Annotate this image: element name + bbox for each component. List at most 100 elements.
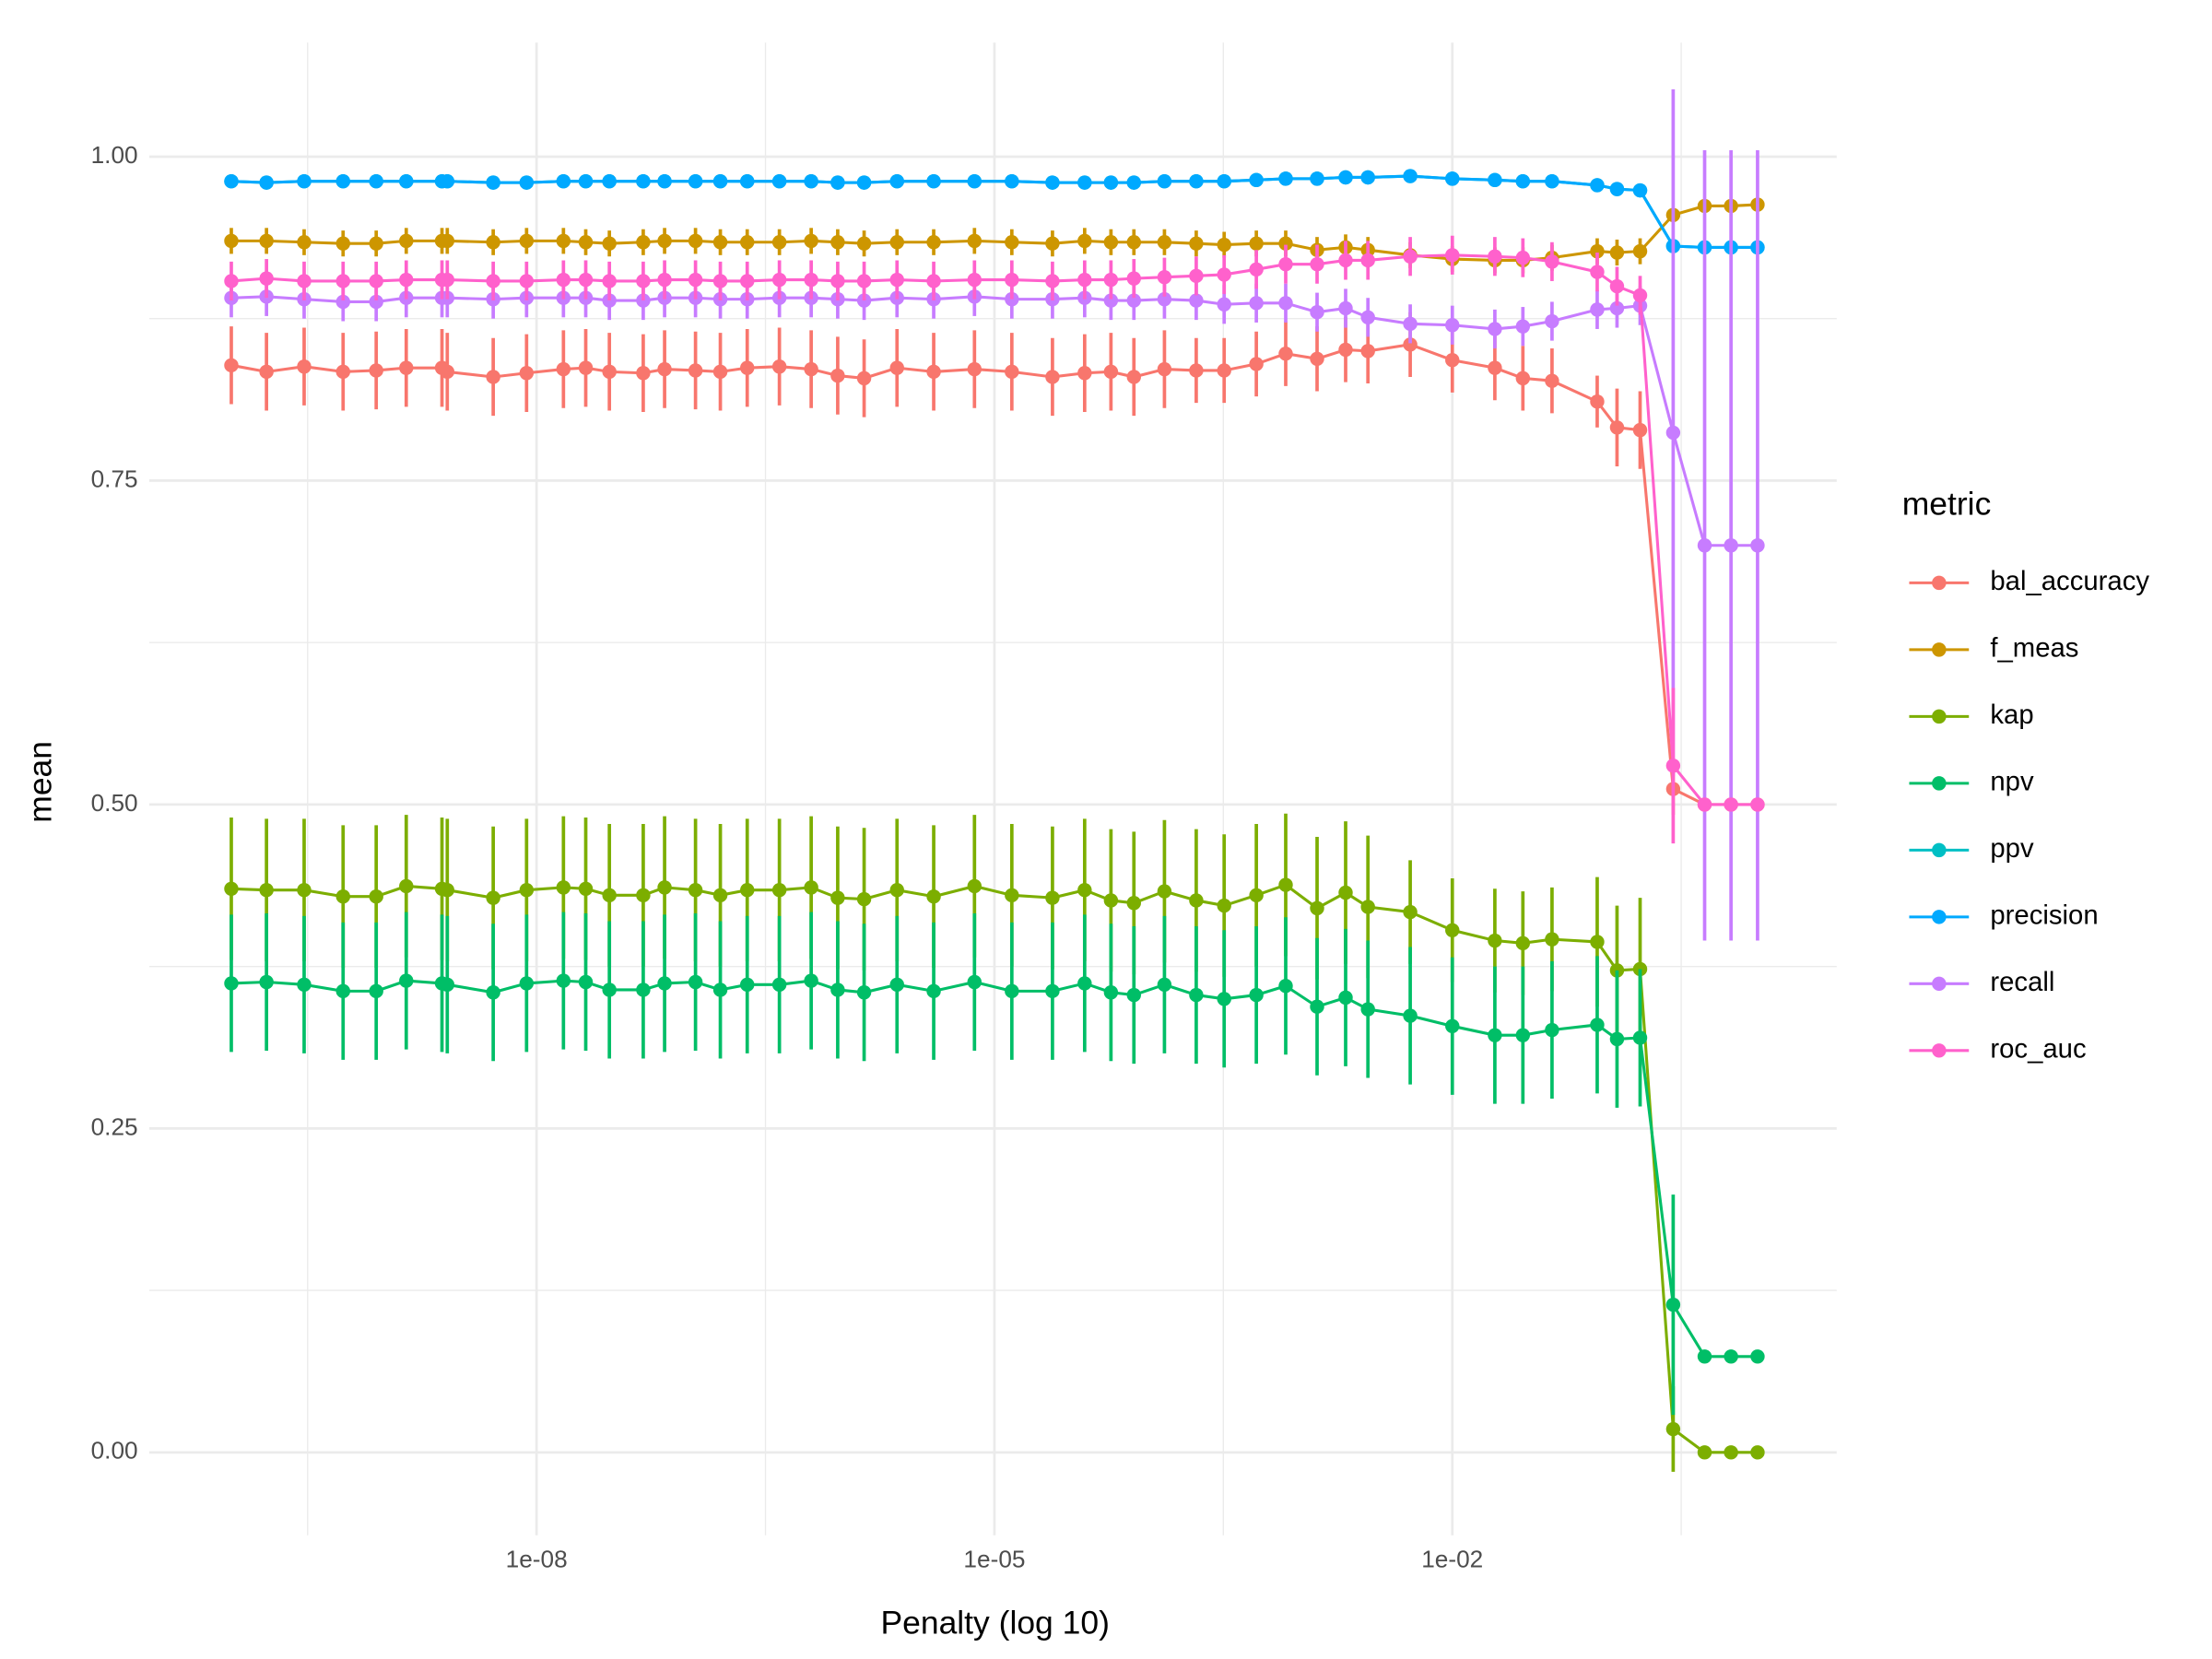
data-point xyxy=(1609,278,1625,294)
data-point xyxy=(771,235,787,250)
data-point xyxy=(1488,933,1502,948)
data-point xyxy=(712,173,728,189)
data-point xyxy=(335,173,350,189)
x-tick-label: 1e-08 xyxy=(506,1545,568,1572)
data-point xyxy=(1338,885,1353,900)
data-point xyxy=(1665,1421,1681,1437)
data-point xyxy=(335,889,350,904)
data-point xyxy=(1545,932,1559,947)
data-point xyxy=(1217,898,1231,913)
data-point xyxy=(1338,170,1353,185)
data-point xyxy=(602,274,617,288)
data-point xyxy=(1005,888,1019,903)
data-point xyxy=(636,173,651,189)
data-point xyxy=(740,882,755,898)
data-point xyxy=(1697,1349,1712,1364)
data-point xyxy=(1515,173,1531,189)
data-point xyxy=(602,293,617,308)
data-point xyxy=(1488,322,1502,336)
data-point xyxy=(440,882,455,898)
data-point xyxy=(1189,987,1204,1003)
data-point xyxy=(224,233,239,249)
data-point xyxy=(519,175,535,190)
data-point xyxy=(486,985,500,1000)
data-point xyxy=(1005,983,1019,999)
data-point xyxy=(1545,173,1559,189)
data-point xyxy=(688,882,703,898)
data-point xyxy=(602,236,617,251)
data-point xyxy=(804,361,818,377)
data-point xyxy=(1005,235,1019,250)
data-point xyxy=(440,233,455,249)
data-point xyxy=(1157,235,1172,250)
data-point xyxy=(369,363,383,378)
data-point xyxy=(1189,363,1204,378)
data-point xyxy=(1750,797,1765,812)
data-point xyxy=(1045,370,1060,384)
data-point xyxy=(556,361,571,377)
data-point xyxy=(1077,272,1092,288)
data-point xyxy=(657,361,672,377)
data-point xyxy=(1217,173,1231,189)
data-point xyxy=(771,882,787,898)
data-point xyxy=(1515,371,1531,386)
data-point xyxy=(830,274,845,288)
data-point xyxy=(1590,935,1605,949)
data-point xyxy=(1217,237,1231,253)
legend-key-point xyxy=(1932,642,1947,657)
data-point xyxy=(1360,253,1375,268)
data-point xyxy=(578,360,594,375)
data-point xyxy=(1590,394,1605,409)
data-point xyxy=(856,293,872,308)
x-tick-label: 1e-02 xyxy=(1421,1545,1483,1572)
data-point xyxy=(1665,759,1681,773)
data-point xyxy=(1189,893,1204,908)
data-point xyxy=(1697,538,1712,553)
data-point xyxy=(1697,1445,1712,1460)
data-point xyxy=(297,235,312,250)
data-point xyxy=(1590,265,1605,279)
data-point xyxy=(636,366,651,381)
data-point xyxy=(1750,1349,1765,1364)
data-point xyxy=(804,272,818,288)
data-point xyxy=(556,272,571,288)
legend-title: metric xyxy=(1902,485,1992,522)
data-point xyxy=(1665,425,1681,441)
legend-key-point xyxy=(1932,1043,1947,1058)
data-point xyxy=(1077,366,1092,381)
legend-label: ppv xyxy=(1990,833,2034,864)
data-point xyxy=(224,881,239,897)
data-point xyxy=(967,361,982,377)
data-point xyxy=(1045,236,1060,251)
data-point xyxy=(712,888,728,903)
data-point xyxy=(1278,171,1293,186)
data-point xyxy=(926,889,941,904)
data-point xyxy=(1515,1028,1531,1042)
data-point xyxy=(1338,990,1353,1006)
data-point xyxy=(856,371,872,386)
data-point xyxy=(1189,293,1204,308)
data-point xyxy=(1338,300,1353,316)
data-point xyxy=(1278,236,1293,251)
data-point xyxy=(578,173,594,189)
data-point xyxy=(1403,904,1418,920)
data-point xyxy=(889,235,904,250)
data-point xyxy=(712,982,728,997)
data-point xyxy=(1360,310,1375,325)
data-point xyxy=(1488,360,1502,375)
data-point xyxy=(259,271,274,286)
data-point xyxy=(967,233,982,249)
data-point xyxy=(1724,1445,1738,1460)
data-point xyxy=(1217,992,1231,1006)
data-point xyxy=(1005,364,1019,380)
data-point xyxy=(1697,797,1712,812)
data-point xyxy=(335,236,350,251)
data-point xyxy=(1609,245,1625,260)
data-point xyxy=(486,274,500,288)
data-point xyxy=(1724,1349,1738,1364)
data-point xyxy=(486,890,500,905)
data-point xyxy=(1590,243,1605,259)
data-point xyxy=(1126,896,1141,911)
data-point xyxy=(578,235,594,250)
